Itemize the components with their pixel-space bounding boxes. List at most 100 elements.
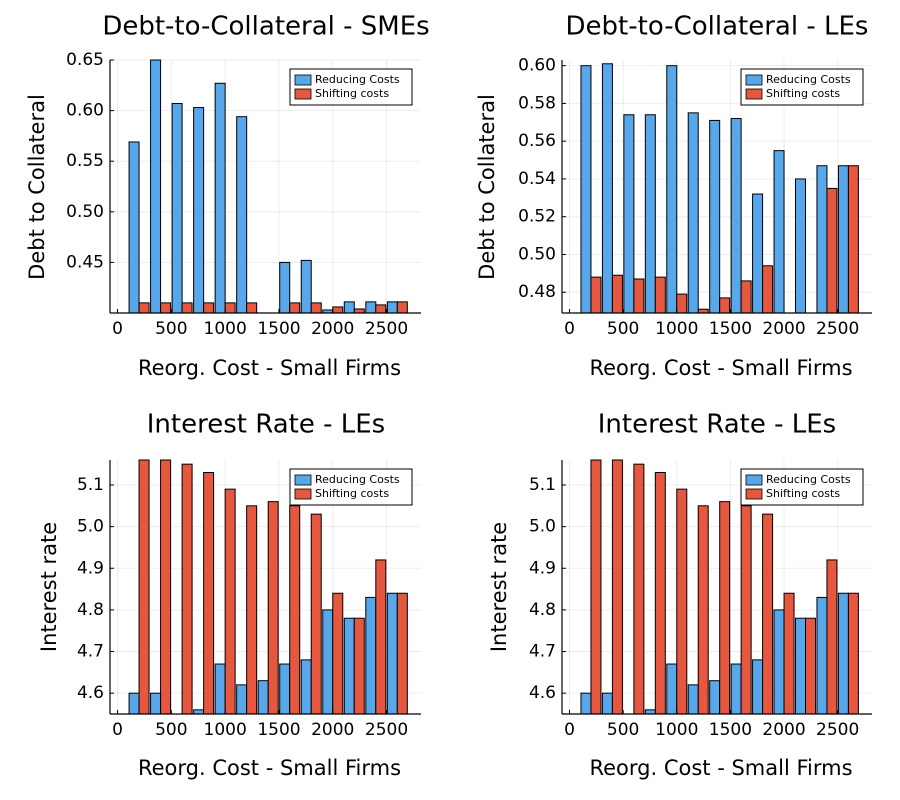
bar-shifting-5 (697, 505, 709, 715)
bar-reducing-3 (644, 114, 656, 314)
bar-reducing-6 (709, 680, 721, 715)
bar-reducing-2 (623, 114, 635, 314)
bar-reducing-1 (601, 63, 613, 314)
x-tick-label-1: 500 (155, 720, 187, 740)
bar-shifting-5 (246, 505, 258, 715)
chart-panel-1: Debt-to-Collateral - SMEs 0 500 1000 1500 200… (25, 12, 430, 381)
bar-reducing-8 (752, 659, 764, 715)
y-tick-label-2: 4.8 (529, 600, 556, 620)
legend-swatch-shifting (745, 88, 763, 100)
bar-shifting-11 (375, 559, 387, 715)
legend-swatch-reducing (294, 74, 312, 86)
bar-reducing-10 (794, 178, 806, 314)
x-tick-label-1: 500 (607, 319, 639, 339)
bar-shifting-11 (826, 559, 838, 715)
y-tick-label-4: 5.0 (529, 517, 556, 537)
bar-reducing-2 (171, 103, 183, 314)
y-tick-label-3: 0.54 (518, 169, 556, 189)
bar-reducing-7 (279, 663, 291, 715)
x-tick-label-4: 2000 (311, 720, 354, 740)
legend-label-reducing: Reducing Costs (315, 473, 400, 486)
bar-shifting-0 (590, 276, 602, 314)
x-tick-label-3: 1500 (709, 720, 752, 740)
bar-reducing-3 (193, 709, 205, 715)
bar-reducing-8 (300, 659, 312, 715)
bar-shifting-5 (246, 302, 258, 314)
bar-shifting-0 (138, 302, 150, 314)
chart-panel-3: Interest Rate - LEs 0 500 1000 1500 2000 2500 4… (37, 410, 421, 780)
y-tick-label-5: 5.1 (77, 475, 104, 495)
chart-title: Interest Rate - LEs (147, 410, 385, 440)
bar-shifting-7 (740, 280, 752, 314)
bar-reducing-6 (257, 680, 269, 715)
y-axis-label: Debt to Collateral (25, 94, 49, 280)
x-tick-label-5: 2500 (365, 319, 408, 339)
legend-label-shifting: Shifting costs (315, 87, 389, 100)
chart-title: Interest Rate - LEs (598, 410, 836, 440)
bar-reducing-0 (128, 141, 140, 314)
bar-reducing-0 (128, 692, 140, 715)
bar-reducing-1 (150, 59, 162, 314)
chart-title: Debt-to-Collateral - LEs (566, 12, 869, 42)
bar-shifting-1 (611, 274, 623, 314)
legend-swatch-shifting (745, 488, 763, 500)
y-tick-label-3: 0.60 (66, 101, 104, 121)
bar-shifting-8 (310, 513, 322, 715)
legend-label-reducing: Reducing Costs (315, 73, 400, 86)
bar-shifting-12 (396, 592, 408, 715)
bar-shifting-2 (633, 278, 645, 314)
bar-shifting-7 (289, 505, 301, 715)
bar-reducing-1 (601, 692, 613, 715)
y-tick-label-1: 4.7 (77, 642, 104, 662)
bar-reducing-5 (236, 684, 248, 715)
bar-shifting-4 (676, 293, 688, 314)
bar-shifting-12 (396, 301, 408, 314)
x-tick-label-4: 2000 (311, 319, 354, 339)
legend-label-shifting: Shifting costs (766, 87, 840, 100)
bar-shifting-9 (783, 592, 795, 715)
bar-reducing-12 (837, 165, 849, 314)
bar-reducing-4 (214, 82, 226, 314)
bar-shifting-3 (203, 302, 215, 314)
legend-swatch-reducing (745, 74, 763, 86)
bar-reducing-5 (687, 684, 699, 715)
bar-shifting-1 (160, 302, 172, 314)
bar-reducing-4 (666, 663, 678, 715)
y-tick-label-3: 4.9 (77, 558, 104, 578)
bar-shifting-8 (762, 513, 774, 715)
y-axis-label: Interest rate (37, 522, 61, 652)
bar-reducing-9 (773, 609, 785, 715)
bar-shifting-3 (654, 471, 666, 715)
bar-shifting-9 (332, 592, 344, 715)
chart-panel-2: Debt-to-Collateral - LEs 0 500 1000 1500 2000… (475, 12, 872, 380)
bar-reducing-3 (193, 107, 205, 314)
x-tick-label-4: 2000 (762, 319, 805, 339)
x-tick-label-3: 1500 (257, 720, 300, 740)
y-tick-label-0: 0.48 (518, 282, 556, 302)
x-tick-label-5: 2500 (365, 720, 408, 740)
bar-reducing-12 (837, 592, 849, 715)
bar-shifting-12 (847, 165, 859, 314)
y-tick-label-3: 4.9 (529, 558, 556, 578)
legend-label-shifting: Shifting costs (766, 487, 840, 500)
y-tick-label-1: 0.50 (66, 202, 104, 222)
legend-label-reducing: Reducing Costs (766, 473, 851, 486)
bar-reducing-5 (687, 112, 699, 314)
y-tick-label-2: 0.55 (66, 151, 104, 171)
bar-shifting-6 (719, 297, 731, 314)
bar-shifting-2 (181, 302, 193, 314)
bar-shifting-7 (740, 505, 752, 715)
bar-shifting-4 (224, 488, 236, 715)
bar-reducing-11 (816, 165, 828, 314)
bar-shifting-6 (719, 501, 731, 715)
bar-reducing-6 (709, 119, 721, 314)
legend-swatch-reducing (294, 474, 312, 486)
bar-reducing-4 (666, 65, 678, 314)
y-tick-label-6: 0.60 (518, 56, 556, 76)
bar-reducing-0 (580, 65, 592, 314)
y-tick-label-2: 4.8 (77, 600, 104, 620)
bar-reducing-1 (150, 692, 162, 715)
bar-reducing-12 (386, 301, 398, 314)
